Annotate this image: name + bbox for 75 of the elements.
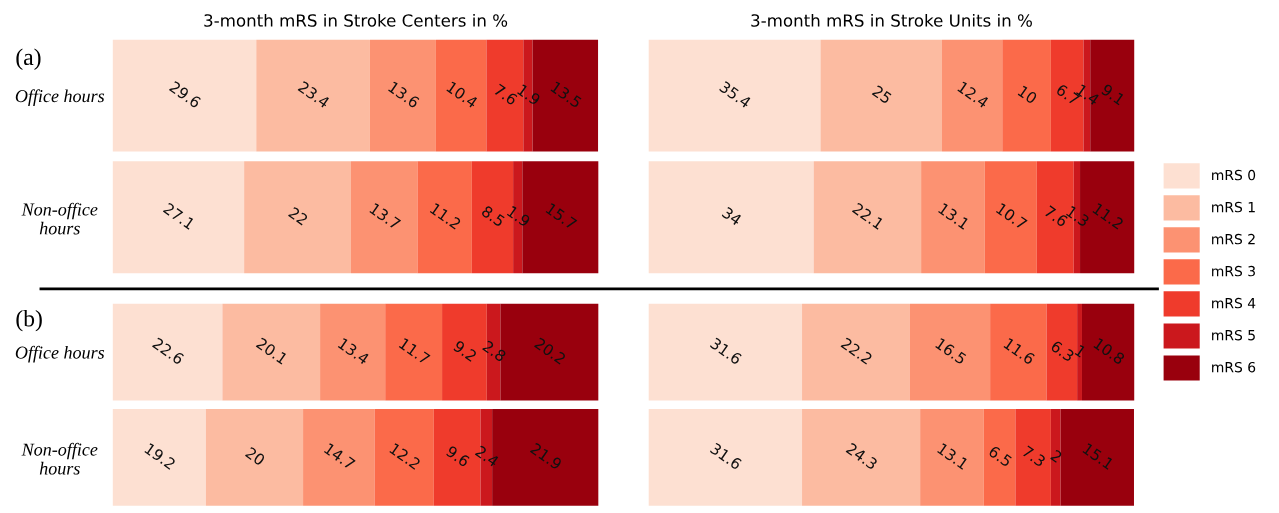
data-label: 13.5: [550, 81, 583, 109]
bar: [909, 303, 991, 401]
data-label: 25: [871, 84, 893, 105]
data-label: 1.9: [516, 83, 542, 106]
bar: [920, 408, 984, 506]
legend-label: mRS 0: [1212, 169, 1256, 181]
y-tick-label: Non-office hours: [21, 202, 98, 235]
bar: [648, 161, 814, 274]
bar: [802, 408, 921, 506]
bar: [802, 303, 910, 401]
bar: [921, 161, 985, 274]
data-label: 1: [1074, 344, 1087, 358]
data-label: 10.7: [995, 202, 1028, 230]
legend-label: mRS 1: [1212, 201, 1255, 213]
legend-label: mRS 5: [1212, 329, 1255, 341]
y-tick-label: Office hours: [15, 89, 105, 106]
data-label: 6.3: [1050, 339, 1075, 363]
data-label: 9.1: [1100, 83, 1126, 106]
legend-label: mRS 6: [1212, 361, 1256, 373]
bar: [205, 408, 304, 506]
data-label: 2.8: [482, 340, 507, 363]
text: (b): [16, 309, 42, 332]
data-label: 10: [1017, 85, 1038, 105]
bar: [942, 39, 1003, 152]
legend-label: mRS 2: [1212, 233, 1255, 245]
bar: [984, 161, 1037, 274]
bar: [112, 39, 257, 152]
chart-title: 3-month mRS in Stroke Units in %: [751, 13, 1032, 27]
data-label: 9.6: [445, 445, 471, 468]
bar: [648, 408, 803, 506]
bar: [369, 39, 436, 152]
data-label: 11.7: [398, 337, 431, 365]
bar: [350, 161, 418, 274]
bar: [983, 408, 1016, 506]
data-label: 2: [1050, 449, 1063, 463]
data-label: 2.4: [474, 445, 500, 468]
bar: [1050, 408, 1061, 506]
data-label: 22: [288, 206, 309, 226]
bar: [1002, 39, 1051, 152]
data-label: 15.7: [545, 202, 578, 230]
bar: [256, 39, 370, 152]
bar: [648, 303, 803, 401]
bar: [813, 161, 922, 274]
legend-label: mRS 3: [1212, 265, 1255, 277]
bar: [990, 303, 1047, 401]
data-label: 13.7: [369, 202, 402, 230]
data-label: 1.9: [506, 205, 531, 228]
bar: [1077, 303, 1082, 401]
chart-title: 3-month mRS in Stroke Centers in %: [204, 13, 508, 27]
text: (a): [16, 48, 41, 70]
bar: [1015, 408, 1051, 506]
bar: [648, 39, 821, 152]
bar: [112, 161, 245, 274]
bar: [417, 161, 472, 274]
data-label: 9.2: [452, 339, 478, 362]
bar: [435, 39, 487, 152]
bar: [112, 408, 206, 506]
data-label: 14.7: [323, 442, 356, 470]
bar: [320, 303, 386, 401]
bar: [222, 303, 321, 401]
bar: [820, 39, 943, 152]
bar: [1060, 408, 1134, 506]
data-label: 20: [244, 446, 266, 466]
bar: [374, 408, 434, 506]
y-tick-label: Office hours: [15, 345, 105, 363]
bar: [244, 161, 351, 274]
data-label: 6.5: [987, 445, 1013, 468]
legend-label: mRS 4: [1212, 297, 1256, 309]
bar: [303, 408, 375, 506]
data-label: 7.3: [1021, 445, 1047, 468]
data-label: 34: [721, 206, 743, 226]
y-tick-label: Non-office hours: [21, 442, 98, 475]
bar: [385, 303, 443, 401]
bar: [112, 303, 223, 401]
data-label: 8.5: [480, 205, 506, 228]
